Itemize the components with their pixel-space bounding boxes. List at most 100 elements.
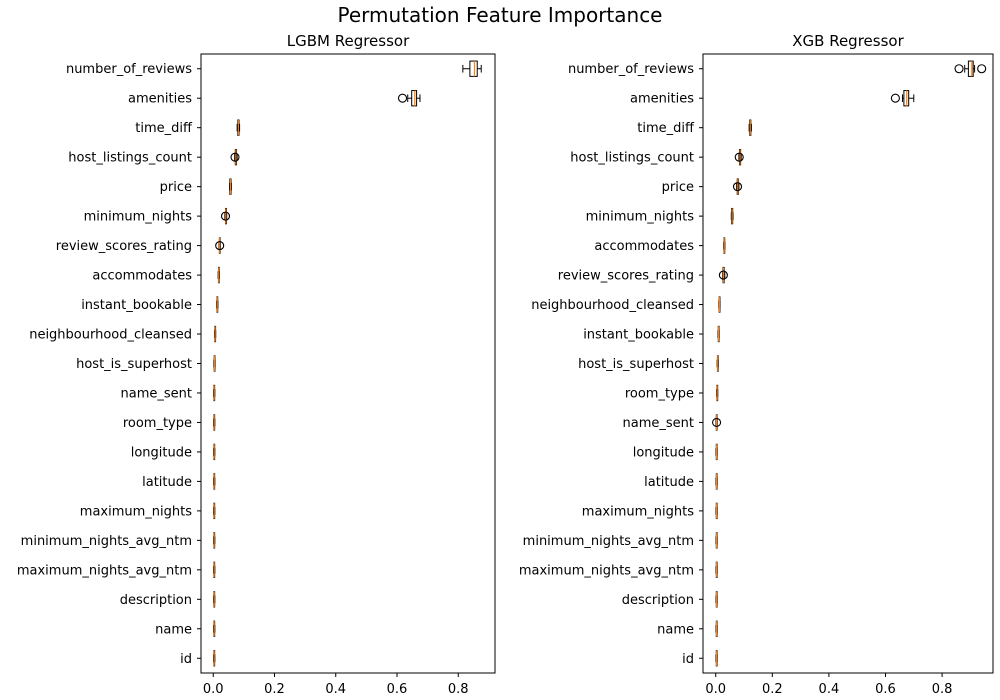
feature-label: maximum_nights [582,504,694,519]
x-tick-label: 0.0 [705,682,726,697]
feature-label: minimum_nights [84,210,193,225]
boxplot-host_listings_count [230,149,240,166]
boxplot-name_sent [213,384,216,402]
feature-label: accommodates [92,269,192,284]
boxplot-maximum_nights [715,502,718,520]
x-tick-label: 0.2 [264,682,285,697]
feature-label: neighbourhood_cleansed [531,298,694,313]
feature-label: name_sent [623,416,694,431]
x-tick-label: 0.0 [203,682,224,697]
feature-label: room_type [123,416,192,431]
iqr-box [967,60,974,77]
feature-label: accommodates [594,239,694,254]
axes-frame [702,53,994,674]
boxplot-review_scores_rating [215,237,225,254]
boxplot-host_is_superhost [716,355,719,372]
feature-label: review_scores_rating [558,269,694,284]
boxplot-minimum_nights_avg_ntm [213,532,216,549]
feature-label: amenities [128,92,192,107]
feature-label: time_diff [135,121,193,136]
boxplot-minimum_nights [730,207,734,225]
feature-label: instant_bookable [81,298,192,313]
boxplot-time_diff [236,119,241,136]
feature-label: time_diff [637,121,695,136]
flier-point [718,270,728,280]
boxplot-amenities [890,90,915,107]
boxplot-latitude [213,473,216,490]
figure-title: Permutation Feature Importance [338,3,663,27]
lgbm-panel: LGBM Regressor 0.0 0.2 0.4 0.6 0.8 number_of_r… [17,32,496,697]
feature-label: host_is_superhost [578,357,694,372]
boxplot-maximum_nights [213,502,216,520]
x-tick-label: 0.6 [387,682,408,697]
feature-label: amenities [630,92,694,107]
flier-point [734,152,744,162]
boxplot-description [213,591,216,608]
boxplot-host_is_superhost [213,355,216,372]
axes-title: XGB Regressor [792,32,904,50]
boxplot-review_scores_rating [718,266,728,284]
boxplot-instant_bookable [216,296,219,313]
boxplot-number_of_reviews [954,60,987,77]
feature-label: name [657,622,694,637]
axes-title: LGBM Regressor [287,32,410,50]
boxplot-id [213,650,216,667]
boxplot-latitude [715,473,718,490]
boxplot-host_listings_count [734,149,744,166]
x-tick-label: 0.4 [325,682,346,697]
boxplot-amenities [397,90,421,107]
flier-point [215,241,225,251]
feature-label: number_of_reviews [66,62,192,77]
boxplot-longitude [213,443,216,461]
feature-label: number_of_reviews [568,62,694,77]
x-tick-label: 0.8 [932,682,953,697]
feature-label: id [682,652,694,667]
boxplot-name [213,620,216,637]
boxplot-instant_bookable [717,325,720,343]
boxplot-time_diff [748,119,752,136]
feature-label: minimum_nights_avg_ntm [21,534,192,549]
feature-label: maximum_nights_avg_ntm [17,563,192,578]
feature-label: review_scores_rating [56,239,192,254]
feature-label: host_listings_count [570,151,694,166]
boxplot-name_sent [712,414,722,431]
feature-label: instant_bookable [583,328,694,343]
boxplot-neighbourhood_cleansed [718,296,721,313]
flier-point [712,417,722,428]
feature-label: description [622,593,694,608]
feature-label: host_listings_count [68,151,192,166]
boxplot-minimum_nights_avg_ntm [715,532,718,549]
feature-label: longitude [131,445,192,460]
iqr-box [411,90,418,107]
feature-label: latitude [142,475,192,490]
boxplot-name [715,620,718,637]
x-tick-label: 0.8 [448,682,469,697]
flier-point [954,64,964,74]
feature-label: latitude [644,475,694,490]
x-tick-label: 0.4 [819,682,840,697]
flier-point [230,152,240,162]
x-tick-label: 0.6 [875,682,896,697]
feature-label: host_is_superhost [76,357,192,372]
boxplot-description [715,591,718,608]
feature-label: price [662,180,694,195]
iqr-box [469,60,478,77]
boxplot-room_type [213,414,216,431]
flier-point [890,93,900,103]
feature-label: price [160,180,192,195]
flier-point [397,93,408,103]
boxplot-id [715,650,718,667]
feature-label: maximum_nights [80,504,192,519]
feature-label: maximum_nights_avg_ntm [519,563,694,578]
boxplot-longitude [715,443,718,461]
boxplot-maximum_nights_avg_ntm [213,561,216,578]
feature-label: name [155,622,192,637]
feature-label: neighbourhood_cleansed [29,328,192,343]
feature-label: minimum_nights [586,210,695,225]
boxplot-price [732,178,743,195]
boxplot-neighbourhood_cleansed [213,325,217,343]
boxplot-price [228,178,232,195]
boxplot-maximum_nights_avg_ntm [715,561,718,578]
flier-point [977,64,987,74]
boxplot-accommodates [217,266,220,284]
